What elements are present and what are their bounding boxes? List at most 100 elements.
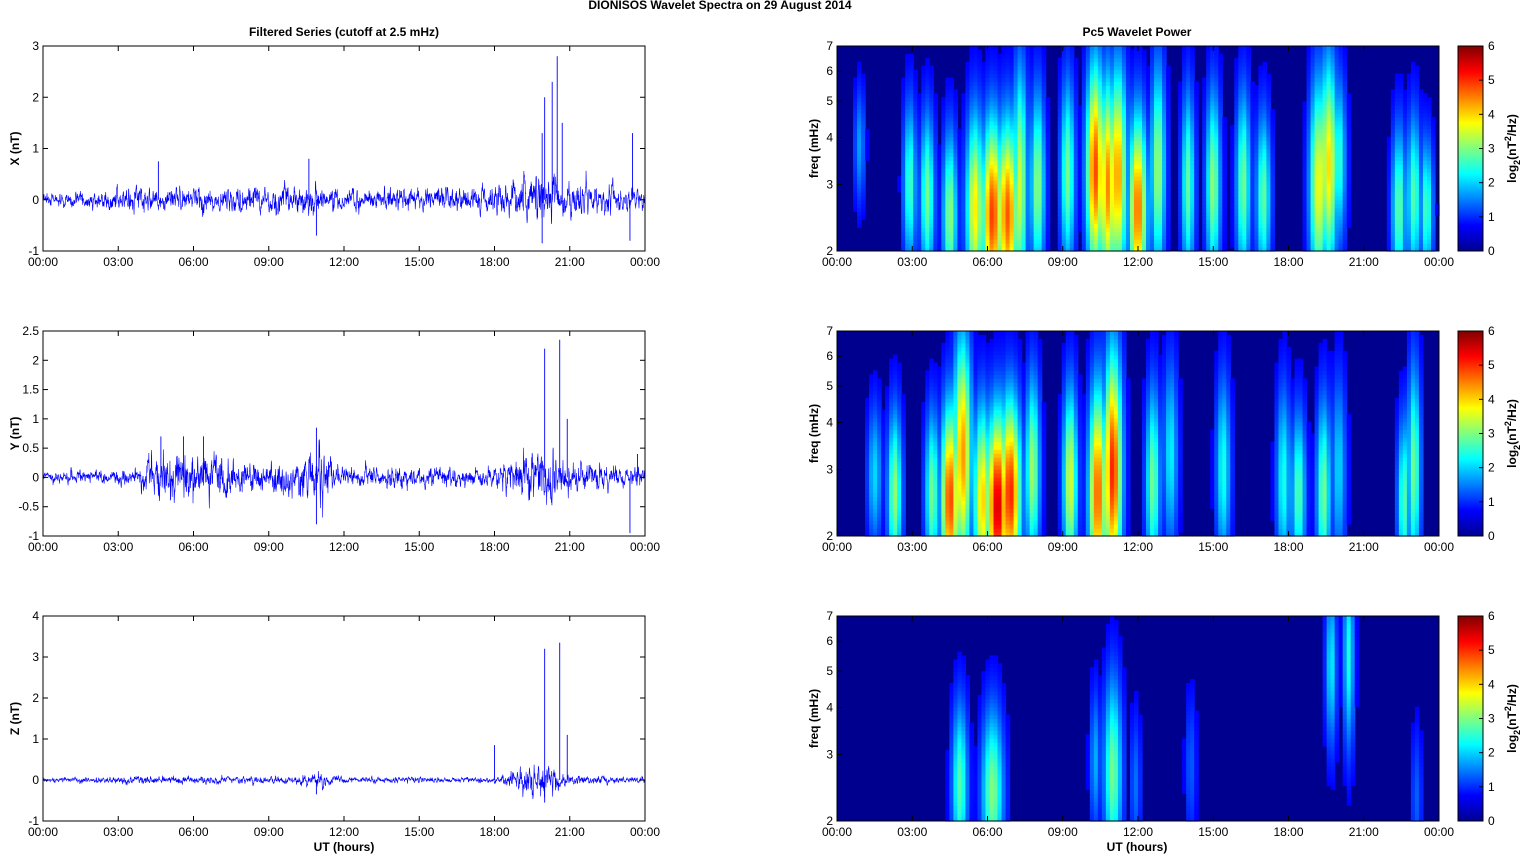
spectrum-cell [1318,93,1324,98]
spectrum-cell [1222,239,1227,244]
spectrum-cell [1009,168,1015,173]
spectrum-cell [929,81,934,87]
spectrum-cell [1322,239,1328,244]
spectrum-cell [1214,148,1219,154]
spectrum-cell [1029,132,1035,138]
spectrum-cell [937,227,942,232]
spectrum-cell [949,81,954,87]
spectrum-cell [1089,239,1095,244]
spectrum-cell [1154,172,1159,177]
spectrum-cell [993,128,999,134]
spectrum-cell [977,152,983,157]
spectrum-cell [1073,199,1079,205]
spectrum-cell [1166,105,1171,110]
spectrum-cell [1334,93,1340,98]
spectrum-cell [1322,152,1328,157]
spectrum-cell [1146,168,1151,173]
spectrum-cell [1178,140,1183,146]
spectrum-cell [1138,180,1143,185]
spectrum-cell [925,215,930,221]
spectrum-cell [1258,243,1264,248]
spectrum-cell [1057,231,1063,236]
spectrum-cell [989,105,995,110]
spectrum-cell [1246,113,1251,118]
spectrum-cell [1314,116,1320,122]
spectrum-cell [1133,81,1139,87]
spectrum-cell [1194,172,1199,177]
spectrum-cell [1318,85,1324,90]
spectrum-cell [1246,247,1251,252]
spectrum-cell [1025,57,1031,63]
spectrum-cell [1001,152,1007,157]
spectrum-cell [1306,227,1312,232]
spectrum-cell [1021,247,1027,252]
spectrum-cell [1097,235,1103,240]
spectrum-cell [1109,113,1115,118]
spectrum-cell [1061,105,1067,110]
spectrum-cell [1238,81,1243,87]
spectrum-cell [1117,191,1123,197]
spectrum-cell [1338,195,1344,201]
spectrum-cell [1330,231,1336,236]
spectrum-cell [1057,120,1063,126]
spectrum-cell [1061,215,1067,221]
spectrum-cell [1033,215,1039,221]
spectrum-cell [985,49,991,55]
spectrum-cell [1129,172,1135,177]
spectrum-cell [1073,168,1079,173]
spectrum-cell [1041,203,1047,209]
spectrum-cell [1314,140,1320,146]
spectrum-cell [913,81,918,87]
spectrum-cell [969,152,975,157]
spectrum-cell [1073,113,1079,118]
spectrum-cell [1266,207,1272,213]
spectrum-cell [957,180,963,185]
spectrum-cell [1242,160,1247,165]
spectrum-cell [1105,140,1111,146]
spectrum-cell [1262,113,1268,118]
spectrum-cell [1234,231,1239,236]
spectrum-cell [1085,207,1091,213]
spectrum-cell [1246,101,1251,106]
spectrum-cell [965,144,971,150]
spectrum-cell [921,160,926,165]
spectrum-cell [1001,140,1007,146]
spectrum-cell [1326,168,1332,173]
spectrum-cell [1218,132,1223,138]
spectrum-cell [1142,243,1147,248]
spectrum-cell [1234,207,1239,213]
spectrum-cell [1190,101,1195,106]
spectrum-cell [1037,46,1043,51]
spectrum-cell [1318,116,1324,122]
spectrum-cell [1073,176,1079,181]
spectrum-cell [1041,164,1047,169]
spectrum-cell [1242,199,1247,205]
spectrum-cell [1258,140,1264,146]
spectrum-cell [1057,116,1063,122]
spectrum-cell [1206,215,1211,221]
spectrum-cell [1129,49,1135,55]
spectrum-cell [957,207,963,213]
spectrum-cell [1338,231,1344,236]
spectrum-cell [1077,140,1083,146]
spectrum-cell [1238,85,1243,90]
spectrum-cell [1033,203,1039,209]
spectrum-cell [965,219,971,224]
spectrum-cell [1162,116,1167,122]
spectrum-cell [1250,105,1255,110]
spectrum-cell [853,120,858,126]
spectrum-cell [961,172,967,177]
spectrum-cell [949,247,954,252]
spectrum-cell [1033,140,1039,146]
spectrum-cell [909,191,914,197]
spectrum-cell [1246,199,1251,205]
left-column-title: Filtered Series (cutoff at 2.5 mHz) [249,25,439,39]
spectrum-cell [1166,164,1171,169]
spectrum-cell [1166,101,1171,106]
spectrum-cell [905,211,910,217]
spectrum-cell [1117,183,1123,189]
spectrum-cell [1081,89,1087,94]
spectrum-cell [1093,172,1099,177]
spectrum-cell [1093,97,1099,102]
spectrum-cell [1065,113,1071,118]
